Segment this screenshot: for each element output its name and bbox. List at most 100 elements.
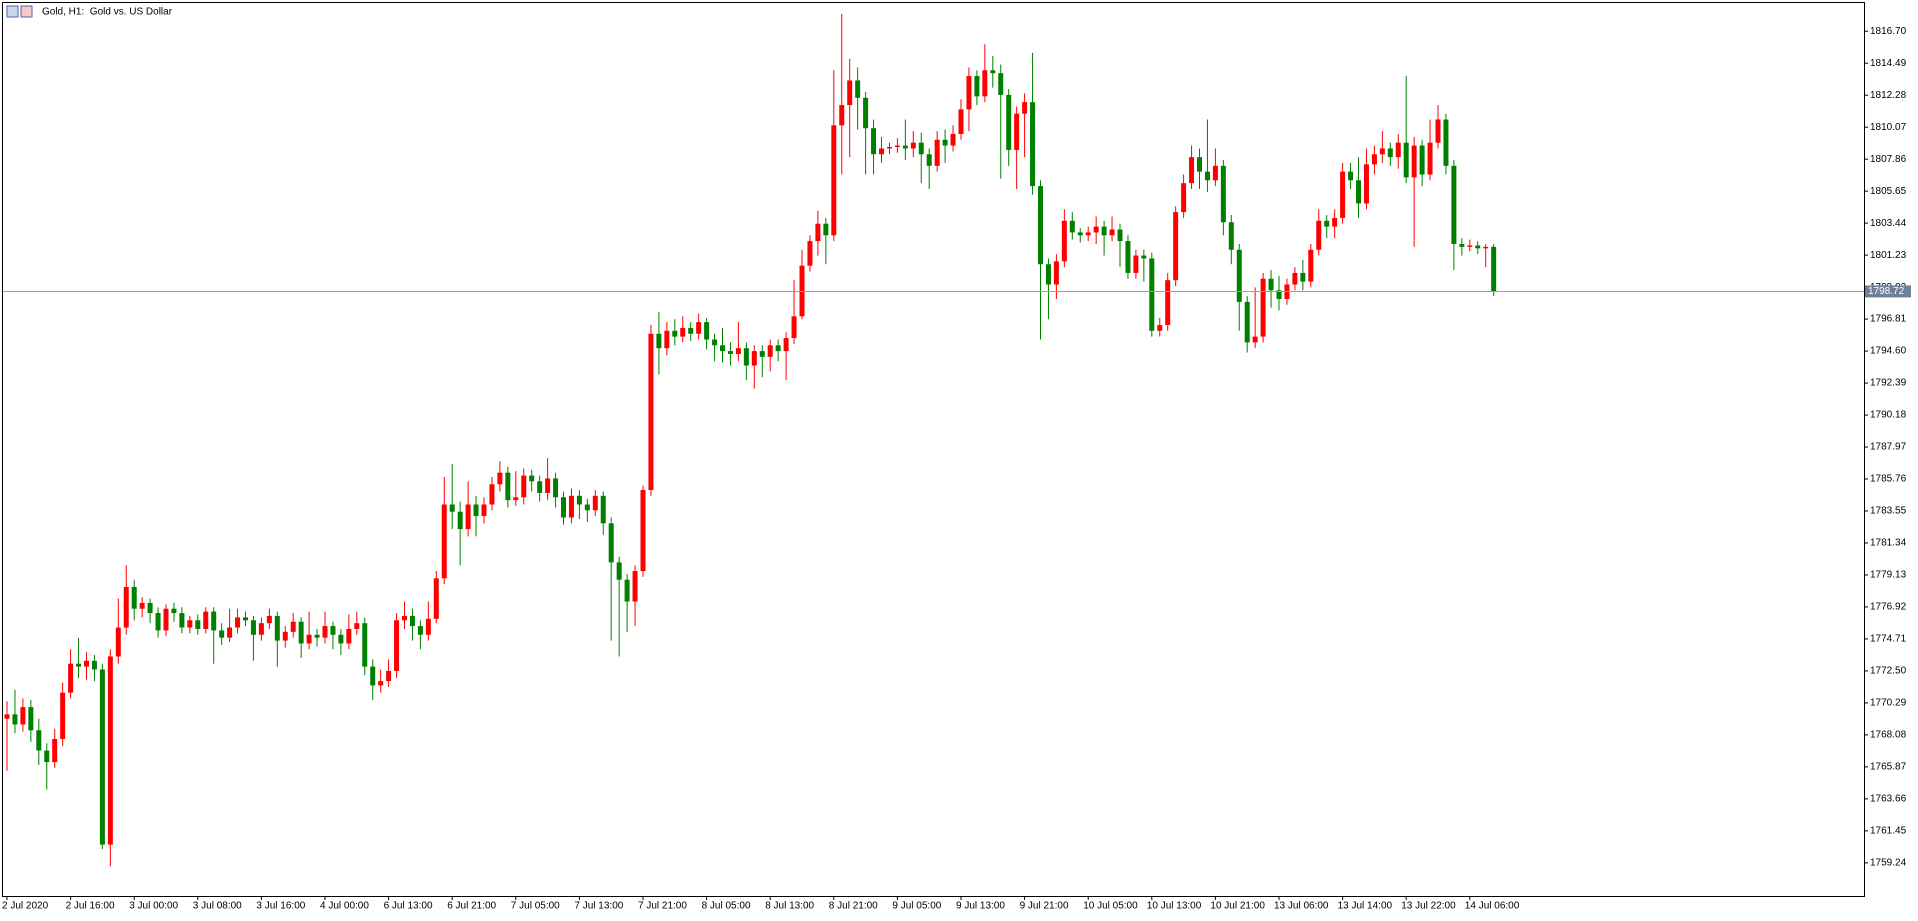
y-tick-label: 1768.08 — [1870, 730, 1907, 741]
candle-body — [1053, 261, 1059, 285]
candle-body — [243, 617, 248, 621]
y-tick-label: 1816.70 — [1870, 26, 1907, 37]
y-tick-label: 1803.44 — [1870, 218, 1907, 229]
candle-body — [322, 626, 328, 638]
y-tick-label: 1774.71 — [1870, 634, 1907, 645]
x-tick-label: 9 Jul 05:00 — [892, 901, 941, 912]
candle-body — [894, 145, 900, 148]
candle-body — [1300, 272, 1306, 282]
y-tick-label: 1783.55 — [1870, 506, 1907, 517]
candle-body — [950, 133, 956, 146]
candle-body — [1308, 249, 1314, 282]
candle-body — [672, 330, 678, 337]
candle-body — [561, 497, 566, 518]
x-tick-label: 6 Jul 13:00 — [384, 901, 433, 912]
candle-body — [155, 613, 161, 631]
candle-body — [743, 348, 749, 366]
candle-body — [354, 623, 360, 629]
candle-body — [1340, 171, 1346, 218]
candle-body — [171, 608, 177, 614]
candle-body — [1403, 142, 1409, 178]
candle-body — [1165, 280, 1171, 326]
candle-body — [394, 620, 400, 671]
candle-body — [1133, 255, 1139, 273]
x-tick-label: 14 Jul 06:00 — [1465, 901, 1520, 912]
candle-body — [44, 750, 50, 763]
candle-body — [139, 602, 145, 609]
candle-body — [195, 620, 201, 629]
candle-body — [1276, 290, 1282, 299]
candle-body — [274, 615, 280, 641]
chart-icon — [20, 5, 33, 18]
y-tick-label: 1790.18 — [1870, 410, 1907, 421]
candle-body — [28, 707, 34, 731]
candle-body — [855, 80, 861, 98]
candle-body — [163, 608, 169, 631]
candle-body — [1228, 222, 1234, 250]
candle-body — [751, 351, 757, 366]
candle-body — [457, 511, 463, 530]
x-tick-label: 7 Jul 13:00 — [574, 901, 623, 912]
candle-body — [417, 626, 423, 635]
y-tick-label: 1787.97 — [1870, 442, 1907, 453]
candle-body — [990, 70, 996, 74]
candle-body — [791, 316, 797, 339]
y-tick-label: 1814.49 — [1870, 58, 1907, 69]
y-tick-label: 1792.39 — [1870, 378, 1907, 389]
candle-body — [131, 586, 137, 609]
candle-body — [20, 707, 26, 725]
y-tick-label: 1812.28 — [1870, 90, 1907, 101]
candle-body — [886, 147, 892, 149]
candle-body — [489, 484, 495, 505]
candle-body — [529, 475, 535, 482]
y-tick-label: 1759.24 — [1870, 857, 1907, 868]
candle-body — [330, 626, 336, 635]
candle-body — [282, 631, 288, 641]
candle-body — [1220, 165, 1226, 223]
candle-body — [481, 504, 487, 517]
candle-body — [505, 472, 511, 501]
candle-body — [402, 615, 407, 621]
x-tick-label: 6 Jul 21:00 — [447, 901, 496, 912]
candle-body — [378, 681, 384, 686]
candle-body — [727, 351, 733, 354]
candle-body — [545, 478, 551, 493]
x-tick-label: 9 Jul 21:00 — [1020, 901, 1069, 912]
candle-body — [147, 602, 153, 614]
candle-body — [370, 666, 376, 686]
y-tick-label: 1794.60 — [1870, 346, 1907, 357]
candle-body — [934, 139, 940, 166]
x-tick-label: 10 Jul 21:00 — [1210, 901, 1265, 912]
candle-body — [926, 154, 932, 166]
x-tick-label: 2 Jul 16:00 — [66, 901, 115, 912]
candle-body — [568, 495, 574, 518]
x-tick-label: 13 Jul 06:00 — [1274, 901, 1329, 912]
candle-body — [1157, 325, 1163, 331]
candle-body — [624, 579, 630, 602]
candle-body — [36, 730, 42, 751]
candle-body — [1363, 164, 1369, 204]
candle-body — [298, 621, 304, 644]
candle-body — [735, 348, 741, 354]
candle-body — [1268, 278, 1274, 291]
y-tick-label: 1781.34 — [1870, 538, 1907, 549]
last-price-box — [1865, 285, 1911, 298]
candle-body — [1467, 245, 1473, 247]
candle-body — [584, 504, 590, 511]
candle-body — [918, 142, 924, 155]
candle-body — [640, 490, 646, 572]
candle-body — [1379, 148, 1385, 155]
x-tick-label: 7 Jul 21:00 — [638, 901, 687, 912]
x-tick-label: 4 Jul 00:00 — [320, 901, 369, 912]
candle-body — [1077, 232, 1083, 236]
candle-body — [1324, 220, 1330, 227]
candle-body — [1141, 255, 1147, 259]
candle-body — [250, 620, 256, 635]
candle-body — [1451, 165, 1457, 244]
candle-body — [187, 620, 193, 628]
candle-body — [712, 339, 718, 346]
candle-body — [465, 504, 471, 530]
candle-body — [99, 669, 105, 845]
y-tick-label: 1807.86 — [1870, 154, 1907, 165]
